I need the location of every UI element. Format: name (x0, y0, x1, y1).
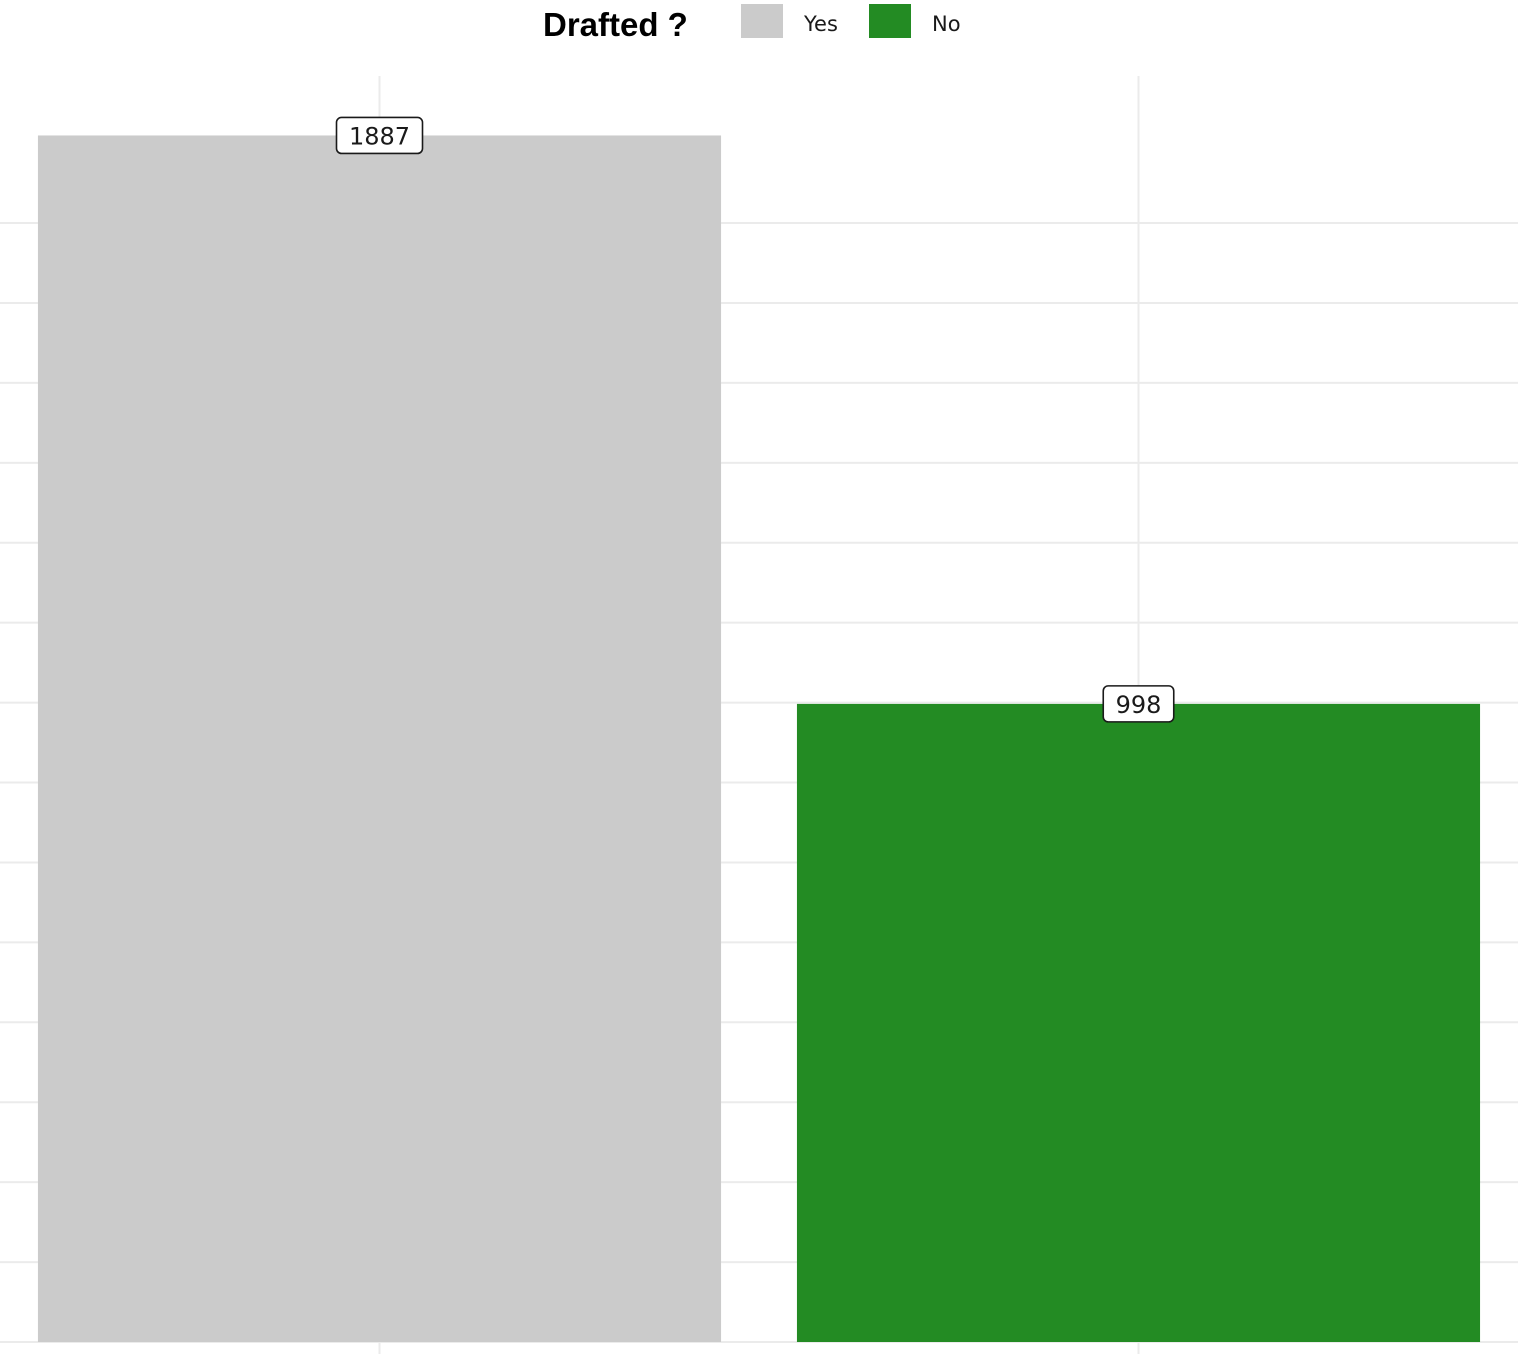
bars (37, 135, 1481, 1343)
legend: Drafted ? Yes No (543, 4, 961, 43)
legend-title: Drafted ? (543, 6, 688, 43)
bar-no (796, 703, 1481, 1342)
legend-key-yes (741, 4, 783, 38)
data-label-box (1102, 685, 1175, 723)
legend-label-no: No (932, 12, 961, 36)
data-labels: 1887 998 (335, 116, 1175, 723)
data-label: 998 (1102, 685, 1175, 723)
data-label-text: 1887 (349, 122, 410, 150)
data-label-box (335, 116, 424, 155)
legend-label-yes: Yes (803, 12, 838, 36)
bar-yes (37, 135, 722, 1343)
data-label: 1887 (335, 116, 424, 155)
data-label-text: 998 (1116, 691, 1162, 719)
legend-key-no (869, 4, 911, 38)
